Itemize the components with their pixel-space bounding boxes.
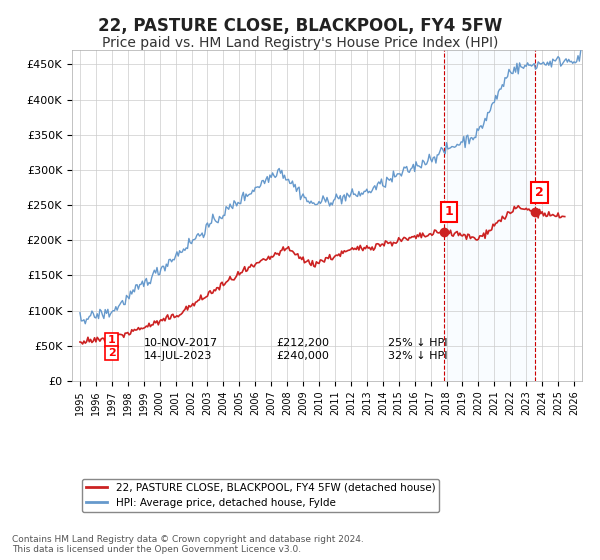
- Text: 32% ↓ HPI: 32% ↓ HPI: [388, 351, 448, 361]
- Text: 14-JUL-2023: 14-JUL-2023: [143, 351, 212, 361]
- Text: 2: 2: [108, 348, 115, 358]
- Text: £212,200: £212,200: [276, 338, 329, 348]
- Text: Price paid vs. HM Land Registry's House Price Index (HPI): Price paid vs. HM Land Registry's House …: [102, 36, 498, 50]
- Text: 25% ↓ HPI: 25% ↓ HPI: [388, 338, 448, 348]
- Text: 10-NOV-2017: 10-NOV-2017: [143, 338, 218, 348]
- Text: Contains HM Land Registry data © Crown copyright and database right 2024.
This d: Contains HM Land Registry data © Crown c…: [12, 535, 364, 554]
- Text: 2: 2: [535, 186, 544, 199]
- Text: 1: 1: [108, 335, 115, 345]
- Bar: [444, 50, 535, 381]
- Legend: 22, PASTURE CLOSE, BLACKPOOL, FY4 5FW (detached house), HPI: Average price, deta: 22, PASTURE CLOSE, BLACKPOOL, FY4 5FW (d…: [82, 479, 439, 512]
- Text: 22, PASTURE CLOSE, BLACKPOOL, FY4 5FW: 22, PASTURE CLOSE, BLACKPOOL, FY4 5FW: [98, 17, 502, 35]
- Text: 1: 1: [445, 206, 454, 218]
- Text: £240,000: £240,000: [276, 351, 329, 361]
